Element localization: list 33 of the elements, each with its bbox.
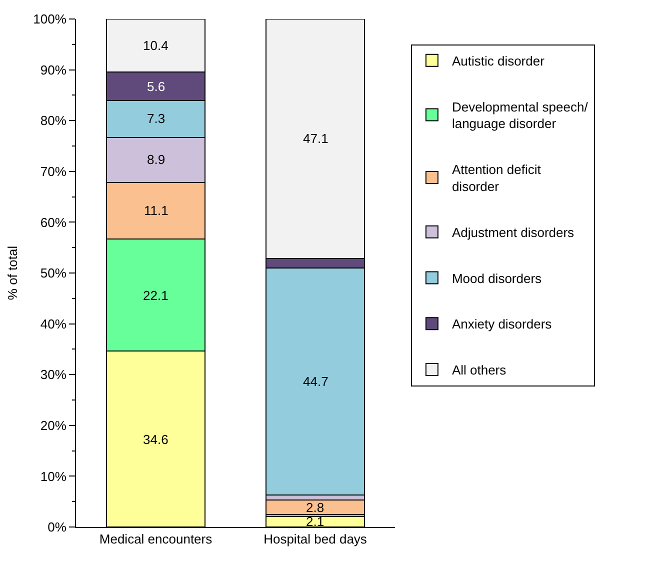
- legend-label: Developmental speech/ language disorder: [452, 99, 588, 132]
- y-tick-label: 30%: [40, 367, 67, 382]
- y-tick-label: 0%: [48, 520, 67, 535]
- legend-label: All others: [452, 362, 507, 378]
- x-tick-label: Medical encounters: [99, 532, 213, 547]
- data-label: 7.3: [147, 111, 166, 126]
- x-tick-label: Hospital bed days: [264, 532, 368, 547]
- y-tick-label: 10%: [40, 468, 67, 484]
- y-tick-label: 20%: [40, 418, 67, 433]
- y-tick-label: 50%: [40, 266, 67, 281]
- legend-label: Anxiety disorders: [452, 316, 552, 332]
- y-tick-label: 80%: [40, 113, 67, 128]
- data-label: 47.1: [303, 131, 328, 146]
- y-tick-label: 40%: [40, 316, 67, 332]
- data-label: 11.1: [144, 203, 168, 218]
- y-tick-label: 90%: [40, 62, 67, 78]
- legend-label: Mood disorders: [452, 270, 542, 286]
- y-axis-title: % of total: [5, 246, 20, 300]
- data-label: 34.6: [143, 432, 168, 447]
- bar: [265, 500, 366, 515]
- data-label: 22.1: [143, 288, 168, 303]
- legend-label: Adjustment disorders: [452, 224, 575, 240]
- data-label: 8.9: [147, 152, 166, 167]
- data-label: 44.7: [303, 374, 328, 389]
- y-tick-label: 100%: [33, 12, 67, 27]
- legend-label: Attention deficit disorder: [452, 162, 542, 194]
- data-label: 10.4: [143, 38, 168, 53]
- y-tick-label: 70%: [40, 164, 67, 179]
- data-label: 2.8: [306, 500, 324, 515]
- data-label: 2.1: [306, 514, 324, 529]
- y-tick-label: 60%: [40, 214, 67, 230]
- legend-label: Autistic disorder: [452, 53, 546, 68]
- data-label: 5.6: [147, 79, 166, 94]
